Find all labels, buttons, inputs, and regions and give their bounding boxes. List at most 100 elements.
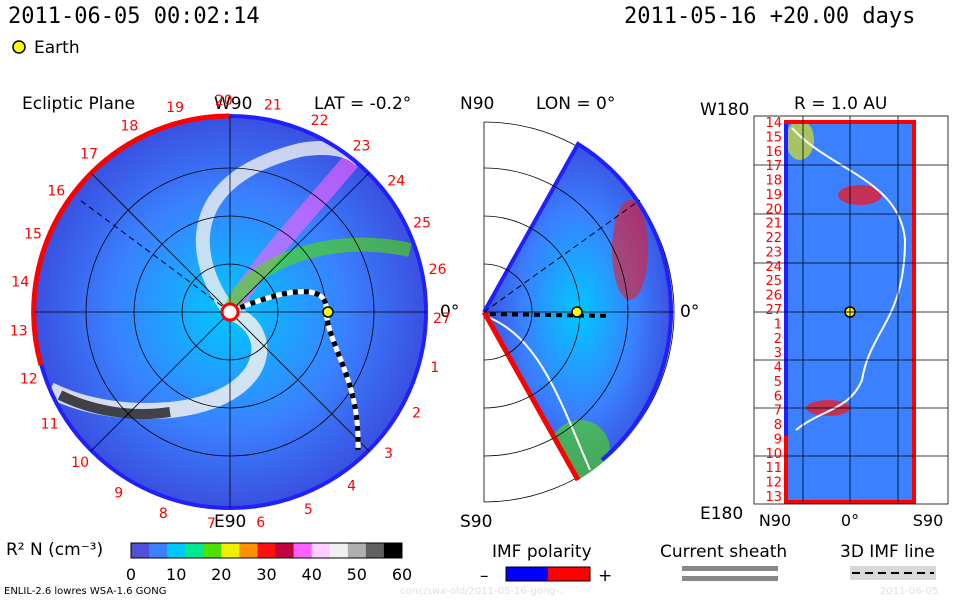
ecliptic-stream-3 [223, 237, 412, 315]
radius-x-label-2: S90 [913, 511, 944, 530]
radius-bottom-left: E180 [700, 504, 744, 524]
run-id: conc/swx-old/2011-05-16-gong-.. [400, 586, 566, 597]
radius-y-label-18: 18 [765, 174, 782, 189]
imf-positive-swatch [548, 567, 590, 581]
colorbar-segment [131, 543, 150, 558]
earth-legend-label: Earth [34, 38, 80, 58]
meridional-stereo-line [483, 199, 641, 313]
ecliptic-stream-core [57, 390, 171, 419]
radius-y-label-2: 2 [774, 332, 782, 347]
rim-number-21: 21 [264, 97, 282, 113]
rim-number-4: 4 [347, 479, 356, 495]
colorbar-segment [347, 543, 367, 558]
colorbar-tick-40: 40 [302, 565, 322, 584]
ecliptic-top-label: W90 [214, 94, 253, 114]
colorbar: 0 10 20 30 40 50 60 [126, 542, 412, 584]
colorbar-segment [239, 543, 258, 558]
radius-x-label-1: 0° [841, 511, 859, 530]
radius-y-label-21: 21 [765, 217, 782, 232]
ecliptic-rim-positive [31, 113, 231, 366]
imf-negative-swatch [506, 567, 548, 581]
rim-number-20: 20 [215, 93, 233, 109]
colorbar-segment [257, 543, 277, 558]
rim-number-18: 18 [120, 118, 138, 134]
radius-y-label-8: 8 [774, 418, 782, 433]
rim-number-17: 17 [80, 147, 98, 163]
datetime-left: 2011-06-05 00:02:14 [8, 4, 260, 29]
colorbar-label: R² N (cm⁻³) [6, 540, 104, 560]
rim-number-1: 1 [430, 360, 439, 376]
ecliptic-bottom-label: E90 [214, 512, 247, 532]
rim-number-22: 22 [311, 113, 329, 129]
colorbar-tick-20: 20 [211, 565, 231, 584]
radius-panel: 1415161718192021222324252627123456789101… [753, 115, 949, 530]
radius-sheath [791, 127, 907, 431]
meridional-bottom-left: S90 [460, 512, 493, 532]
radius-x-labels: N90 0° S90 [759, 511, 943, 530]
earth-legend-icon [12, 40, 26, 54]
radius-top-left: W180 [700, 100, 750, 120]
radius-y-label-1: 1 [774, 317, 782, 332]
rim-number-13: 13 [10, 324, 28, 340]
colorbar-segment [203, 543, 222, 558]
rim-number-23: 23 [353, 139, 371, 155]
meridional-right-label: 0° [680, 302, 700, 322]
sun-icon-ecliptic [220, 302, 240, 322]
colorbar-tick-10: 10 [166, 565, 186, 584]
radius-y-label-10: 10 [765, 447, 782, 462]
radius-y-label-16: 16 [765, 145, 782, 160]
radius-title: R = 1.0 AU [794, 94, 888, 114]
imf-minus-label: – [480, 566, 489, 586]
meridional-panel [481, 121, 675, 503]
current-sheath-swatch-2 [682, 576, 778, 581]
radius-y-label-5: 5 [774, 375, 782, 390]
current-sheath-title: Current sheath [660, 542, 788, 562]
model-info: ENLIL-2.6 lowres WSA-1.6 GONG [4, 586, 167, 597]
current-sheath-swatch-1 [682, 566, 778, 571]
radius-y-label-12: 12 [765, 476, 782, 491]
ecliptic-lat-label: LAT = -0.2° [314, 94, 412, 114]
rim-number-11: 11 [41, 416, 59, 432]
radius-y-label-22: 22 [765, 231, 782, 246]
colorbar-segment [185, 543, 204, 558]
radius-x-label-0: N90 [759, 511, 791, 530]
ecliptic-stereo-line [79, 199, 231, 313]
rim-number-14: 14 [11, 274, 29, 290]
radius-y-label-27: 27 [765, 303, 782, 318]
meridional-rim [482, 141, 673, 462]
rim-number-24: 24 [387, 174, 405, 190]
radius-y-label-13: 13 [765, 490, 782, 505]
radius-blob-1 [838, 185, 882, 205]
colorbar-frame [130, 542, 403, 559]
radius-y-label-3: 3 [774, 346, 782, 361]
datetime-right: 2011-05-16 +20.00 days [624, 4, 916, 29]
radius-y-label-23: 23 [765, 246, 782, 261]
colorbar-segment [311, 543, 331, 558]
radius-y-label-17: 17 [765, 159, 782, 174]
rim-number-6: 6 [256, 515, 265, 531]
radius-y-label-26: 26 [765, 289, 782, 304]
rim-number-3: 3 [384, 446, 393, 462]
radius-y-label-19: 19 [765, 188, 782, 203]
colorbar-segment [275, 543, 295, 558]
radius-y-label-24: 24 [765, 260, 782, 275]
rim-number-2: 2 [412, 406, 421, 422]
ecliptic-title: Ecliptic Plane [22, 94, 136, 114]
imf-plus-label: + [598, 566, 613, 586]
radius-y-label-11: 11 [765, 461, 782, 476]
meridional-top-left: N90 [460, 94, 495, 114]
rim-number-19: 19 [166, 100, 184, 116]
rim-number-16: 16 [47, 183, 65, 199]
colorbar-segment [383, 543, 403, 558]
colorbar-segment [167, 543, 186, 558]
radius-y-label-7: 7 [774, 404, 782, 419]
ecliptic-right-label: 0° [440, 302, 460, 322]
colorbar-tick-30: 30 [256, 565, 276, 584]
meridional-imf-line [489, 312, 611, 318]
earth-icon-ecliptic [322, 306, 334, 318]
radius-y-labels: 1415161718192021222324252627123456789101… [765, 116, 782, 505]
radius-y-label-6: 6 [774, 389, 782, 404]
colorbar-segment [293, 543, 313, 558]
radius-y-label-9: 9 [774, 433, 782, 448]
colorbar-tick-50: 50 [347, 565, 367, 584]
